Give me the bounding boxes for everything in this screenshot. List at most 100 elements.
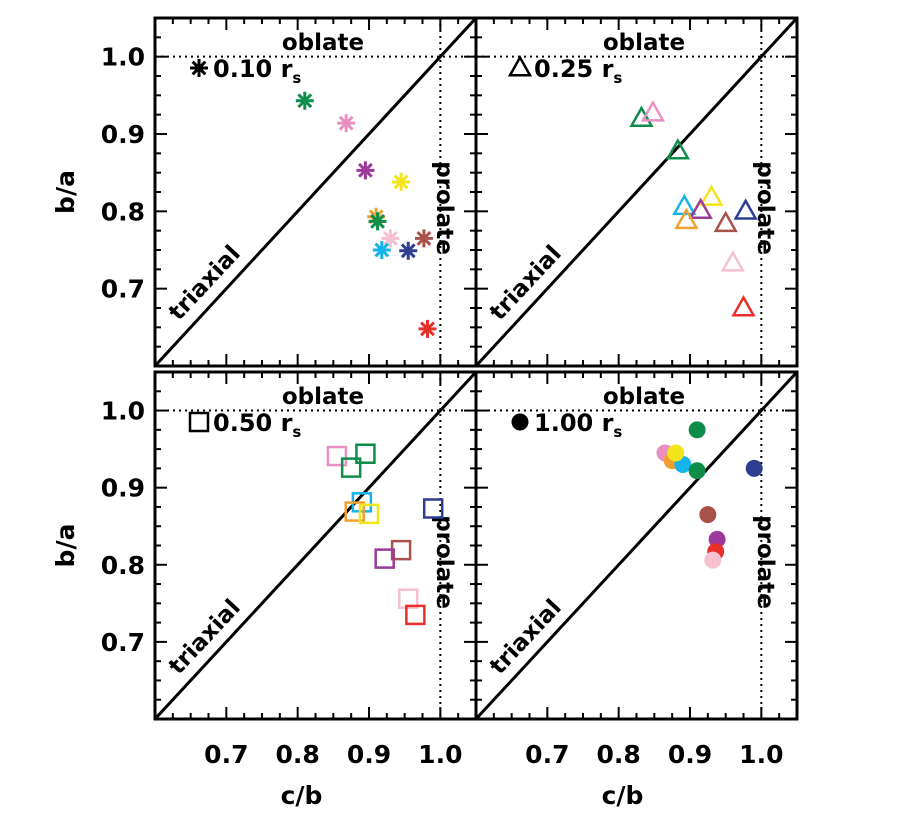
data-point [733,198,758,220]
identity-line [155,18,476,366]
data-point-stroke [393,174,409,190]
oblate-label: oblate [282,30,364,56]
data-point-fill [699,506,717,524]
data-point [355,443,376,464]
y-axis-label: b/a [51,170,80,214]
data-point-stroke [370,213,385,229]
data-point-fill [688,462,706,480]
data-point-outline [720,250,745,272]
data-point-outline [731,294,756,317]
data-point [358,503,380,525]
data-point-outline [397,588,419,609]
x-tick-label: 0.8 [276,740,320,769]
data-point-stroke [420,321,435,337]
y-axis-label: b/a [51,524,80,568]
data-points [295,91,437,338]
data-point-fill [667,444,685,462]
x-tick-label: 0.7 [204,740,248,769]
y-tick-label: 0.8 [101,551,145,580]
data-point [368,212,387,231]
data-point [688,421,706,439]
data-point [672,193,697,216]
data-point [688,462,706,480]
data-point-outline [405,604,426,626]
data-points [656,421,763,569]
data-point [708,530,726,548]
legend-label: 0.10 rs [213,55,301,87]
data-point-outline [326,445,348,467]
y-tick-label: 0.9 [101,474,145,503]
x-tick-label: 1.0 [418,740,462,769]
legend-marker-fill [511,413,529,431]
data-point [414,229,433,248]
y-tick-label: 1.0 [101,397,145,426]
legend-marker-outline [507,54,533,77]
x-axis-label: c/b [281,781,323,810]
data-point [629,105,654,127]
prolate-label: prolate [752,515,778,609]
oblate-label: oblate [603,384,685,410]
legend-radius-subscript: s [613,69,622,87]
data-point [713,210,738,233]
data-point-outline [629,105,654,127]
prolate-label: prolate [752,161,778,255]
legend-label: 0.25 rs [534,55,622,87]
data-point [418,319,437,338]
data-point [295,91,314,110]
data-point-outline [713,210,738,233]
data-point [731,294,756,317]
panel-reference-lines [155,18,476,366]
data-points [629,100,758,317]
data-point-fill [708,530,726,548]
panel-reference-lines [476,372,797,719]
legend-radius-subscript: s [292,423,301,441]
legend-label: 1.00 rs [534,409,622,441]
legend-radius-symbol: r [281,409,293,437]
x-tick-label: 0.9 [347,740,391,769]
oblate-label: oblate [282,384,364,410]
data-point-outline [344,501,365,522]
data-point-fill [704,551,722,569]
data-point-fill [745,459,763,477]
data-point-outline [699,184,724,206]
data-point [344,501,365,522]
data-point-outline [688,197,713,220]
data-point [374,548,395,569]
data-point-fill [688,421,706,439]
legend-radius-symbol: r [281,55,293,83]
data-point-outline [374,548,395,569]
data-point [745,459,763,477]
legend-marker [190,59,208,77]
legend-radius-symbol: r [602,409,614,437]
data-point-stroke [374,242,390,258]
legend-marker [507,54,533,77]
x-tick-label: 1.0 [739,740,783,769]
y-tick-label: 0.8 [101,197,145,226]
data-point [704,551,722,569]
legend-marker-outline [188,411,210,433]
data-point-outline [665,137,691,160]
data-point [372,241,391,259]
legend-label: 0.50 rs [213,409,301,441]
data-point [688,197,713,220]
identity-line [155,372,476,719]
data-point [699,506,717,524]
data-point-stroke [297,93,313,109]
data-point [405,604,426,626]
y-tick-label: 1.0 [101,43,145,72]
data-point-outline [674,207,699,230]
data-point [326,445,348,467]
legend-radius-subscript: s [613,423,622,441]
x-tick-label: 0.9 [668,740,712,769]
legend-radius-symbol: r [602,55,614,83]
data-point-outline [672,193,697,216]
prolate-label: prolate [431,161,457,255]
identity-line [476,18,797,366]
panel-reference-lines [155,372,476,719]
